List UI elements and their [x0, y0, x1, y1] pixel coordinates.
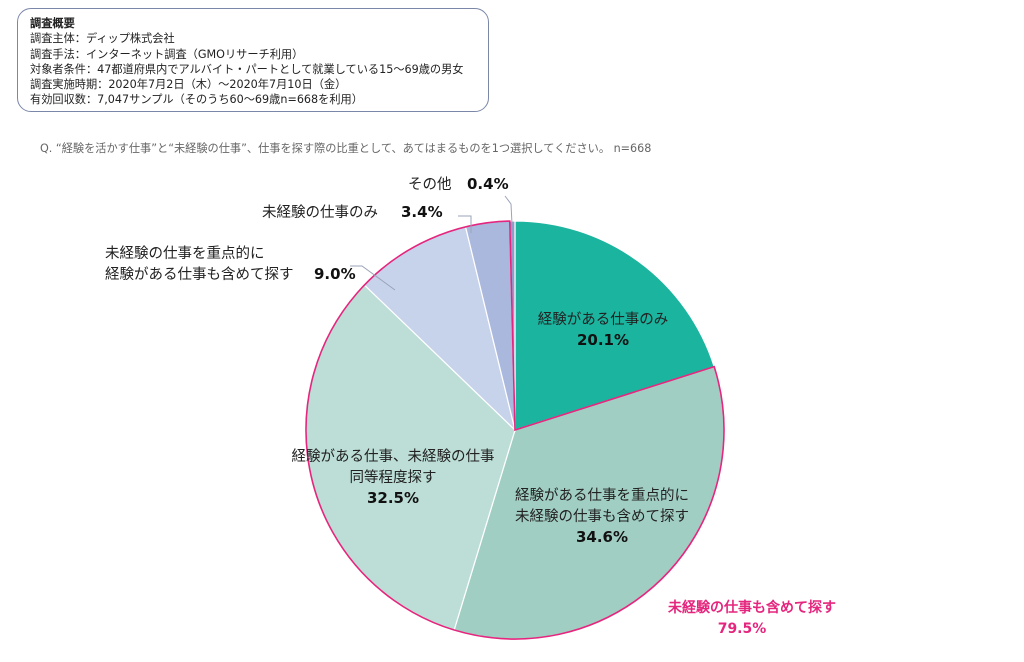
leader-line-0 — [350, 265, 396, 291]
slice-value-label: 20.1% — [577, 331, 629, 349]
highlight-outline — [305, 220, 725, 640]
slice-label-4: 未経験の仕事のみ 3.4% — [262, 203, 443, 221]
highlight-value: 79.5% — [718, 621, 767, 637]
leader-line-2 — [504, 195, 513, 225]
survey-line-method: 調査手法：インターネット調査（GMOリサーチ利用） — [30, 47, 304, 61]
slice-label-text: その他 — [408, 176, 452, 193]
slice-value-label: 0.4% — [467, 175, 509, 193]
slice-label-0: 経験がある仕事のみ 20.1% — [538, 311, 669, 349]
slice-label-text: 経験がある仕事を重点的に — [515, 487, 689, 504]
slice-value-label: 32.5% — [367, 489, 419, 507]
slice-label-5: その他 0.4% — [408, 175, 509, 193]
survey-line-samples: 有効回収数：7,047サンプル（そのうち60～69歳n=668を利用） — [30, 93, 363, 107]
survey-line-target: 対象者条件：47都道府県内でアルバイト・パートとして就業している15～69歳の男… — [30, 62, 464, 76]
highlight-label: 未経験の仕事も含めて探す 79.5% — [668, 599, 836, 637]
question-text: Q. “経験を活かす仕事”と“未経験の仕事”、仕事を探す際の比重として、あてはま… — [40, 142, 652, 155]
slice-label-text: 同等程度探す — [350, 468, 437, 486]
slice-label-text: 未経験の仕事も含めて探す — [515, 508, 689, 525]
slice-value-label: 34.6% — [576, 528, 628, 546]
slice-label-text: 未経験の仕事を重点的に — [105, 245, 265, 262]
slice-value-label: 3.4% — [401, 203, 443, 221]
survey-summary-title: 調査概要 — [30, 17, 75, 30]
slice-value-label: 9.0% — [314, 265, 356, 283]
pie-slice-0 — [514, 220, 715, 431]
slice-label-text: 経験がある仕事も含めて探す — [105, 266, 294, 283]
slice-label-text: 経験がある仕事のみ — [538, 311, 669, 328]
slice-label-text: 未経験の仕事のみ — [262, 204, 378, 221]
survey-line-organizer: 調査主体：ディップ株式会社 — [30, 32, 175, 46]
slice-label-text: 経験がある仕事、未経験の仕事 — [292, 448, 495, 465]
survey-summary-box: 調査概要 調査主体：ディップ株式会社 調査手法：インターネット調査（GMOリサー… — [17, 8, 489, 112]
highlight-label-text: 未経験の仕事も含めて探す — [668, 599, 836, 616]
leader-line-1 — [458, 215, 472, 233]
survey-line-period: 調査実施時期：2020年7月2日（木）～2020年7月10日（金） — [30, 78, 347, 92]
